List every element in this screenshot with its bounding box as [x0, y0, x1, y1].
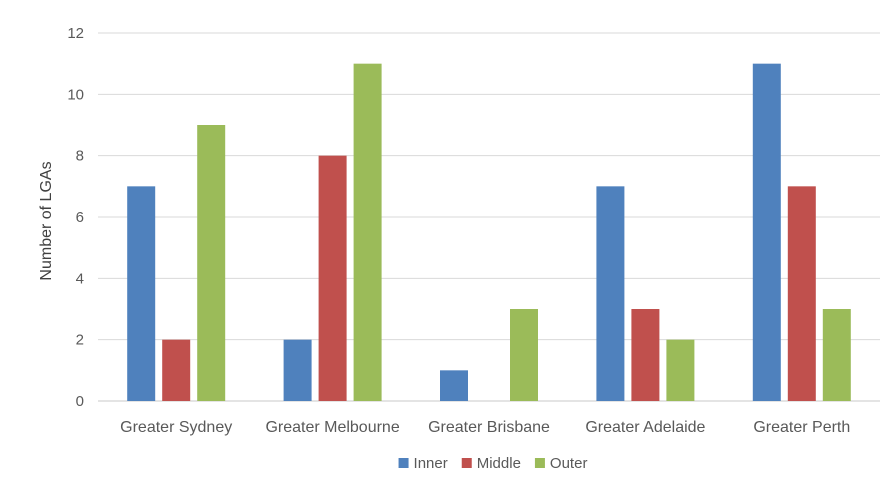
- x-tick-label: Greater Perth: [753, 419, 850, 436]
- x-tick-label: Greater Melbourne: [265, 419, 399, 436]
- y-tick-label: 4: [76, 270, 84, 287]
- bars: [127, 63, 851, 402]
- bar-outer-1: [353, 63, 382, 402]
- legend-label-outer: Outer: [550, 455, 588, 472]
- x-tick-label: Greater Adelaide: [585, 419, 705, 436]
- bar-middle-0: [162, 339, 191, 401]
- y-axis-label: Number of LGAs: [38, 161, 55, 280]
- bar-inner-4: [752, 63, 781, 402]
- x-tick-label: Greater Brisbane: [428, 419, 550, 436]
- bar-outer-3: [666, 339, 695, 401]
- x-tick-label: Greater Sydney: [120, 419, 232, 436]
- bar-inner-3: [596, 186, 625, 401]
- bar-inner-2: [440, 370, 468, 401]
- legend-label-middle: Middle: [477, 455, 521, 472]
- y-axis-tick-labels: 0 2 4 6 8 10 12: [67, 25, 84, 410]
- bar-outer-0: [197, 125, 226, 401]
- bar-outer-2: [510, 309, 538, 401]
- bar-inner-1: [283, 339, 312, 401]
- y-tick-label: 0: [76, 393, 84, 410]
- legend-label-inner: Inner: [414, 455, 448, 472]
- bar-outer-4: [822, 309, 851, 401]
- x-axis-category-labels: Greater Sydney Greater Melbourne Greater B…: [120, 419, 850, 436]
- bar-inner-0: [127, 186, 156, 401]
- legend-swatch-inner: [398, 458, 409, 468]
- y-tick-label: 6: [76, 209, 84, 226]
- y-tick-label: 10: [67, 86, 84, 103]
- y-tick-label: 8: [76, 148, 84, 165]
- y-tick-label: 12: [67, 25, 84, 42]
- y-tick-label: 2: [76, 332, 84, 349]
- legend-swatch-middle: [461, 458, 472, 468]
- gridlines: [98, 32, 880, 402]
- bar-middle-4: [787, 186, 816, 401]
- legend-swatch-outer: [534, 458, 545, 468]
- legend: Inner Middle Outer: [398, 455, 588, 472]
- bar-middle-3: [631, 309, 660, 401]
- bar-middle-1: [318, 155, 347, 401]
